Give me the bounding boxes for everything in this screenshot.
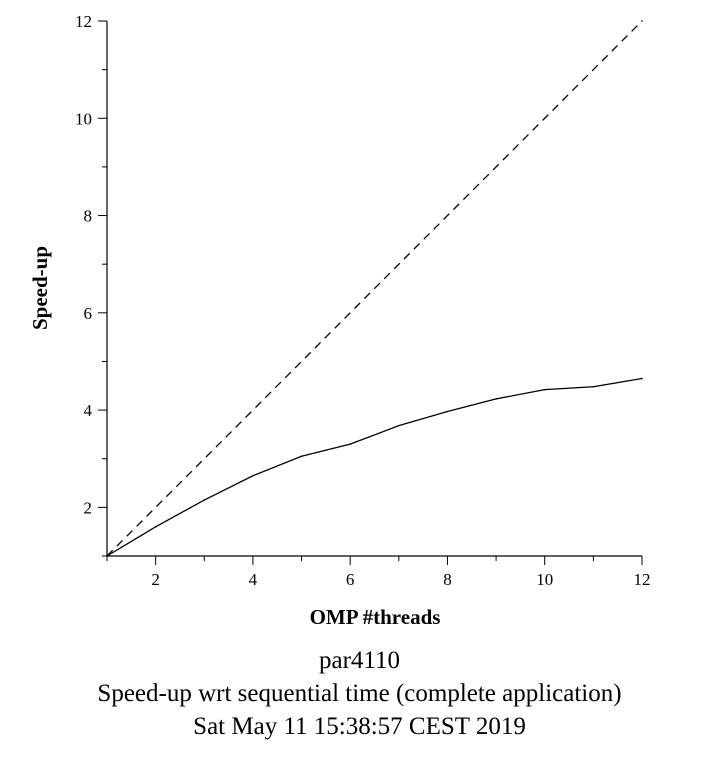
series-1-point <box>300 455 303 458</box>
series-0-point <box>641 20 643 22</box>
series-1-point <box>203 499 206 501</box>
chart-series <box>106 20 643 557</box>
y-axis-title: Speed-up <box>28 246 52 330</box>
y-tick-label: 12 <box>75 12 92 31</box>
series-1-point <box>349 443 351 445</box>
caption-subtitle: Speed-up wrt sequential time (complete a… <box>97 680 622 707</box>
x-tick-label: 10 <box>536 570 553 589</box>
series-1-point <box>252 474 254 477</box>
y-tick-label: 8 <box>84 207 93 226</box>
series-1-point <box>543 388 546 391</box>
caption-title: par4110 <box>319 647 400 674</box>
y-tick-label: 2 <box>84 498 93 517</box>
series-1-point <box>398 424 400 427</box>
x-tick-label: 6 <box>346 570 355 589</box>
y-tick-label: 6 <box>84 304 93 323</box>
ideal-speedup-line <box>106 20 643 557</box>
measured-speedup-line <box>106 377 643 557</box>
series-1-point <box>495 398 497 400</box>
series-1-point <box>446 410 449 413</box>
series-1-point <box>641 377 643 380</box>
series-1-point <box>106 555 108 557</box>
x-tick-label: 4 <box>249 570 258 589</box>
caption-timestamp: Sat May 11 15:38:57 CEST 2019 <box>193 713 526 740</box>
y-tick-label: 10 <box>75 109 92 128</box>
series-1-point <box>154 526 157 528</box>
x-axis-title: OMP #threads <box>310 605 441 629</box>
speedup-chart: 2 4 6 8 10 12 2 4 6 8 10 12 OMP #threads Speed-up <box>28 12 651 629</box>
x-tick-label: 2 <box>151 570 160 589</box>
y-tick-label: 4 <box>84 401 93 420</box>
x-tick-label: 12 <box>634 570 651 589</box>
series-1-point <box>592 385 595 388</box>
chart-axes: 2 4 6 8 10 12 2 4 6 8 10 12 <box>75 12 651 589</box>
x-tick-label: 8 <box>443 570 452 589</box>
